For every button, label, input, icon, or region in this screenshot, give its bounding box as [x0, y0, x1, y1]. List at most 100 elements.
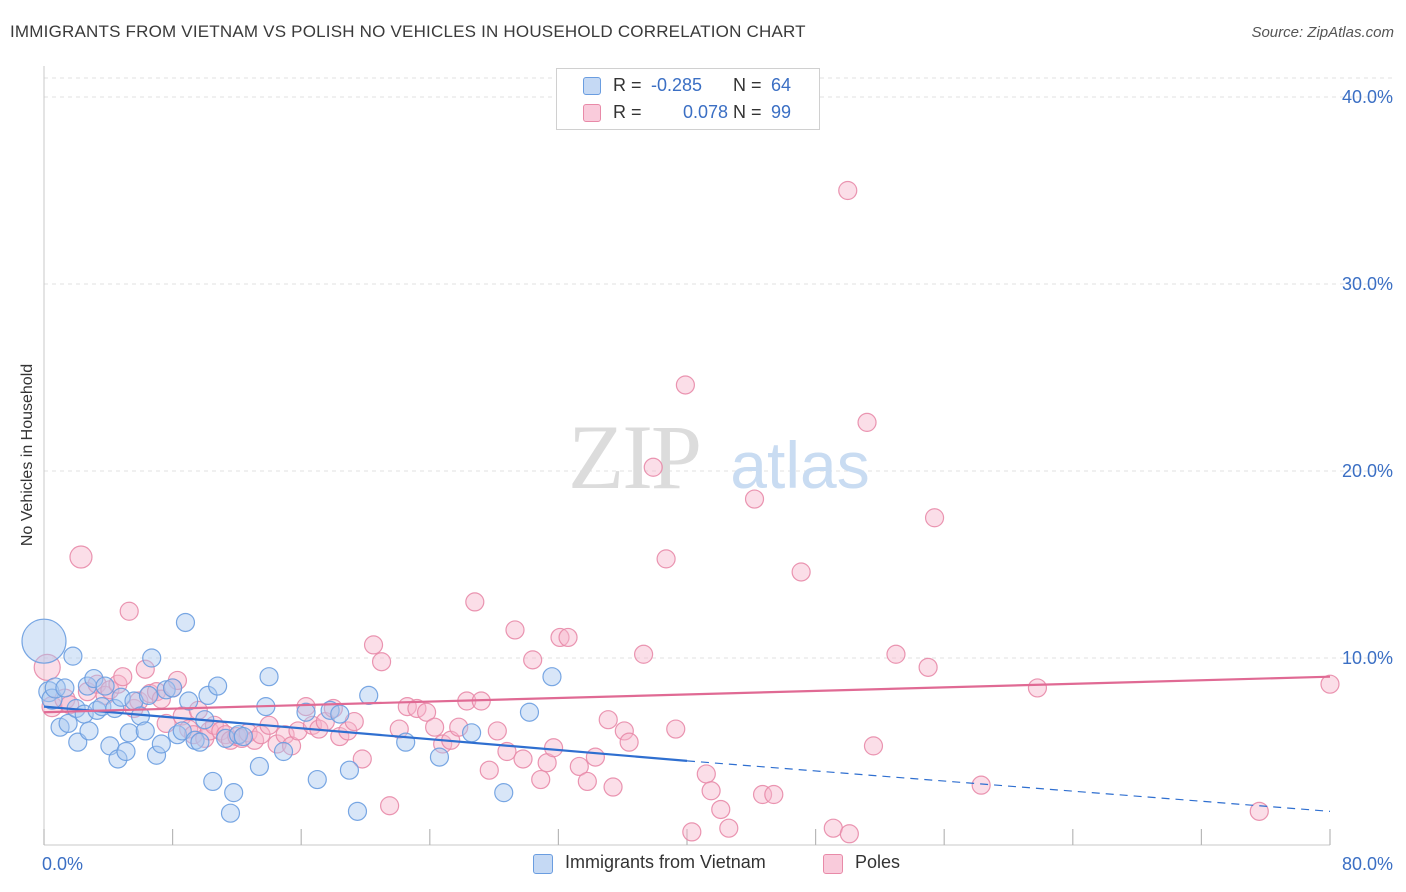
- vietnam-point: [429, 747, 450, 767]
- watermark: ZIP atlas: [568, 406, 870, 508]
- vietnam-point: [58, 713, 78, 734]
- poles-point: [531, 769, 551, 790]
- vietnam-point: [111, 687, 131, 707]
- poles-points: [33, 180, 1340, 844]
- vietnam-point: [320, 700, 340, 720]
- poles-point: [791, 562, 811, 582]
- poles-point: [505, 620, 525, 640]
- vietnam-point: [519, 702, 540, 722]
- y-tick-label: 10.0%: [1342, 648, 1393, 668]
- bottom-legend-label-poles: Poles: [855, 852, 901, 872]
- vietnam-point: [179, 691, 199, 711]
- bottom-legend-swatch-vietnam: [533, 854, 553, 874]
- trend-line-vietnam-extension: [686, 760, 1331, 812]
- bottom-legend-swatch-poles: [823, 854, 843, 874]
- trend-line-poles: [43, 675, 1331, 714]
- poles-point: [643, 457, 663, 477]
- vietnam-point: [208, 676, 228, 696]
- trend-lines: [43, 675, 1331, 812]
- poles-point: [465, 592, 485, 612]
- poles-point: [764, 784, 784, 805]
- bottom-legend-label-vietnam: Immigrants from Vietnam: [565, 852, 766, 872]
- poles-point: [119, 601, 139, 621]
- poles-point: [296, 697, 316, 717]
- poles-point: [1249, 801, 1269, 821]
- vietnam-point: [84, 668, 104, 689]
- poles-point: [585, 747, 605, 767]
- vietnam-point: [135, 721, 155, 741]
- poles-point: [425, 717, 445, 737]
- vietnam-point: [359, 685, 379, 706]
- vietnam-point: [156, 680, 176, 700]
- poles-point: [380, 796, 400, 816]
- poles-point: [352, 749, 372, 769]
- poles-point: [719, 818, 739, 838]
- vietnam-point: [108, 749, 128, 769]
- poles-point: [924, 508, 945, 528]
- poles-point: [711, 799, 731, 820]
- poles-point: [543, 738, 564, 758]
- chart-title: IMMIGRANTS FROM VIETNAM VS POLISH NO VEH…: [10, 22, 806, 41]
- poles-point: [857, 412, 877, 432]
- vietnam-point: [224, 783, 244, 803]
- x-tick-label: 0.0%: [42, 854, 83, 874]
- legend-n-label: N =: [733, 75, 762, 95]
- poles-point: [275, 725, 295, 745]
- axes: [43, 66, 1331, 846]
- vietnam-point: [142, 648, 162, 668]
- poles-point: [569, 756, 589, 777]
- vietnam-point: [307, 769, 327, 790]
- vietnam-point: [339, 760, 360, 780]
- legend-swatch-vietnam: [583, 77, 601, 95]
- poles-point: [598, 710, 618, 730]
- poles-point: [614, 721, 634, 741]
- poles-point: [863, 736, 884, 756]
- source-credit: Source: ZipAtlas.com: [1251, 24, 1394, 41]
- y-tick-label: 40.0%: [1342, 87, 1393, 107]
- vietnam-point: [63, 646, 83, 666]
- poles-point: [675, 375, 695, 395]
- poles-point: [838, 180, 858, 201]
- vietnam-point: [190, 732, 210, 752]
- vietnam-point: [55, 678, 75, 698]
- legend-r-value-poles: 0.078: [683, 102, 729, 122]
- poles-point: [696, 764, 716, 784]
- vietnam-point: [233, 726, 253, 747]
- vietnam-point: [44, 677, 66, 699]
- vietnam-point: [203, 771, 223, 792]
- poles-point: [823, 818, 843, 838]
- legend-r-value-vietnam: -0.285: [651, 75, 703, 95]
- poles-point: [479, 760, 499, 780]
- vietnam-point: [146, 745, 167, 765]
- vietnam-point: [21, 618, 67, 664]
- vietnam-point: [249, 756, 270, 777]
- correlation-legend: R = -0.285 N = 64 R = 0.078 N = 99: [556, 68, 820, 130]
- vietnam-point: [273, 741, 294, 762]
- poles-point: [363, 635, 384, 655]
- poles-point: [971, 775, 991, 795]
- poles-point: [1027, 678, 1048, 698]
- vietnam-point: [296, 702, 316, 722]
- poles-point: [558, 627, 578, 648]
- poles-point: [513, 749, 533, 769]
- legend-n-label: N =: [733, 102, 762, 122]
- vietnam-point: [259, 667, 279, 687]
- poles-point: [550, 627, 570, 648]
- legend-n-value-vietnam: 64: [771, 75, 792, 95]
- poles-point: [666, 719, 686, 739]
- poles-point: [839, 824, 859, 844]
- legend-n-value-poles: 99: [771, 102, 792, 122]
- tick-labels: 10.0% 20.0% 30.0% 40.0% 0.0% 80.0%: [42, 87, 1393, 874]
- poles-point: [113, 667, 133, 687]
- vietnam-point: [330, 704, 350, 724]
- vietnam-point: [542, 667, 562, 687]
- y-tick-label: 30.0%: [1342, 274, 1393, 294]
- y-tick-label: 20.0%: [1342, 461, 1393, 481]
- poles-point: [918, 657, 938, 677]
- vietnam-point: [151, 734, 171, 754]
- vietnam-point: [116, 741, 136, 762]
- poles-point: [701, 781, 721, 801]
- legend-r-label: R =: [613, 102, 642, 122]
- vietnam-points: [21, 612, 562, 823]
- poles-point: [619, 732, 639, 752]
